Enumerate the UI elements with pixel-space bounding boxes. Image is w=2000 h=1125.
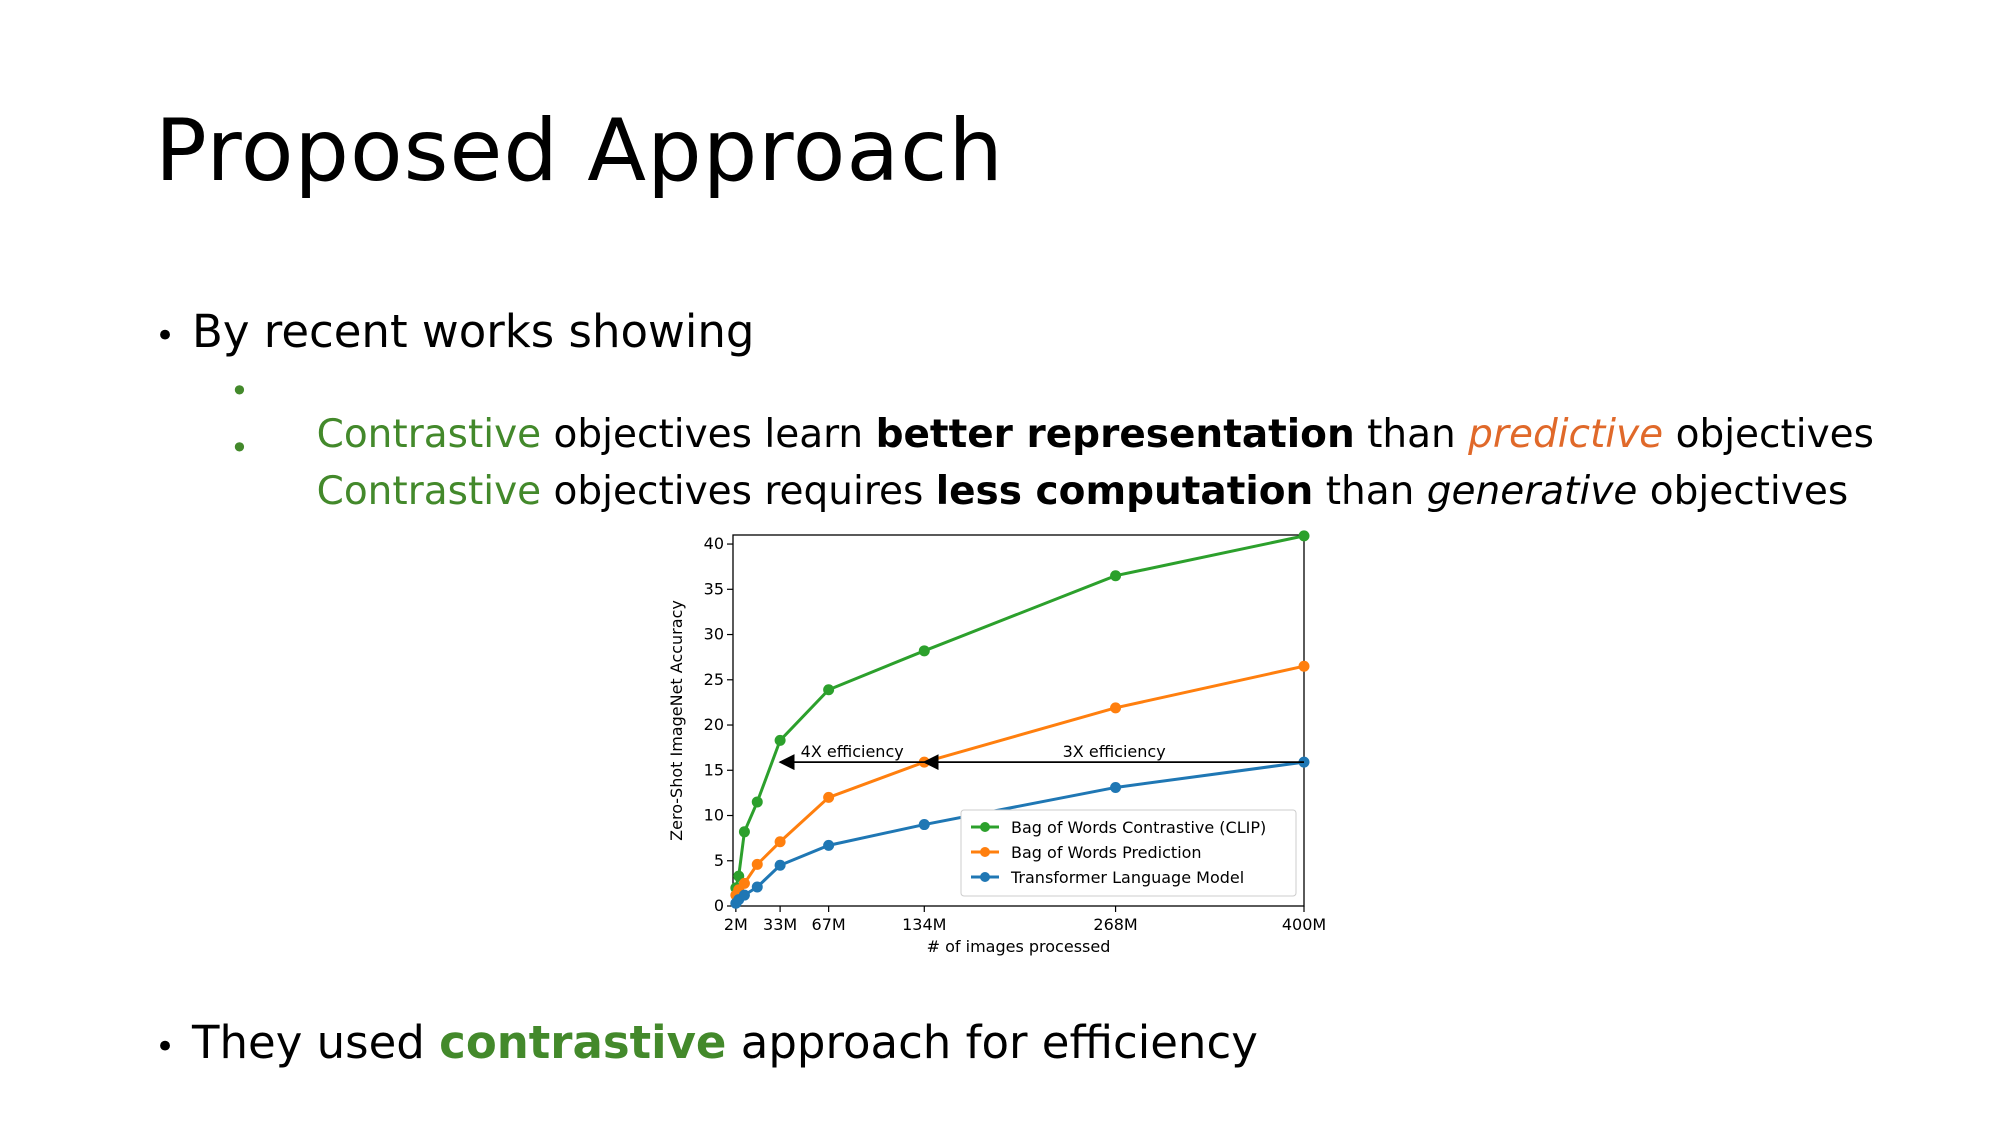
sub-text: than	[1354, 412, 1469, 457]
plot-frame	[732, 534, 1305, 907]
data-point	[1298, 660, 1310, 672]
efficiency-label: 4X efficiency	[801, 742, 904, 761]
data-point	[918, 819, 930, 831]
data-point	[918, 645, 930, 657]
x-tick-label: 67M	[812, 915, 846, 934]
data-point	[1110, 570, 1122, 582]
y-tick-label: 5	[714, 851, 724, 870]
data-point	[751, 881, 763, 893]
sub-bullet-computation: • Contrastive objectives requires less c…	[230, 424, 1848, 559]
data-point	[1110, 702, 1122, 714]
data-point	[738, 826, 750, 838]
data-point	[751, 858, 763, 870]
data-point	[738, 889, 750, 901]
x-tick-label: 134M	[902, 915, 946, 934]
x-tick-label: 400M	[1282, 915, 1326, 934]
generative-word: generative	[1426, 469, 1638, 514]
sub-text: than	[1313, 469, 1427, 514]
y-tick-label: 0	[714, 896, 724, 915]
emphasis-text: less computation	[935, 469, 1314, 514]
data-point	[823, 839, 835, 851]
x-axis-label: # of images processed	[927, 937, 1111, 956]
bullet-conclusion: • They used contrastive approach for eff…	[155, 1016, 1258, 1069]
data-point	[751, 796, 763, 808]
sub-bullet-dot: •	[230, 372, 249, 410]
data-point	[823, 684, 835, 696]
legend-entry: Transformer Language Model	[1010, 868, 1244, 887]
bullet-text: By recent works showing	[192, 305, 755, 358]
slide-title: Proposed Approach	[155, 101, 1004, 201]
data-point	[1298, 530, 1310, 542]
y-tick-label: 10	[704, 806, 724, 825]
data-point	[774, 859, 786, 871]
predictive-word: predictive	[1468, 412, 1664, 457]
emphasis-text: better representation	[875, 412, 1355, 457]
sub-bullet-representation: • Contrastive objectives learn better re…	[230, 367, 1874, 502]
y-tick-label: 35	[704, 579, 724, 598]
data-point	[823, 791, 835, 803]
contrastive-word: contrastive	[439, 1016, 727, 1069]
sub-bullet-dot: •	[230, 429, 249, 467]
y-tick-label: 15	[704, 760, 724, 779]
efficiency-label: 3X efficiency	[1063, 742, 1166, 761]
data-point	[774, 836, 786, 848]
sub-text: objectives learn	[541, 412, 876, 457]
sub-text: objectives	[1637, 469, 1849, 514]
y-tick-label: 20	[704, 715, 724, 734]
accuracy-chart: 0 5 10 15 20 25 30 35 40 2M 33M 67M 134M 268M 400M # of…	[667, 530, 1326, 956]
sub-text: objectives requires	[541, 469, 936, 514]
x-tick-label: 268M	[1093, 915, 1137, 934]
data-point	[1110, 781, 1122, 793]
legend-swatch-marker	[980, 822, 990, 832]
contrastive-word: Contrastive	[316, 469, 542, 514]
sub-text: objectives	[1663, 412, 1874, 457]
y-tick-label: 30	[704, 625, 724, 644]
legend-entry: Bag of Words Prediction	[1011, 843, 1202, 862]
bullet-text: They used	[192, 1016, 440, 1069]
data-point	[774, 734, 786, 746]
legend-entry: Bag of Words Contrastive (CLIP)	[1011, 818, 1266, 837]
legend-box	[960, 809, 1297, 897]
legend-swatch-marker	[980, 847, 990, 857]
x-tick-label: 2M	[724, 915, 748, 934]
y-axis-label: Zero-Shot ImageNet Accuracy	[667, 600, 686, 841]
contrastive-word: Contrastive	[316, 412, 542, 457]
bullet-text: approach for efficiency	[726, 1016, 1258, 1069]
x-tick-label: 33M	[763, 915, 797, 934]
y-tick-label: 25	[704, 670, 724, 689]
bullet-dot: •	[155, 1027, 176, 1067]
bullet-dot: •	[155, 316, 176, 356]
legend-swatch-marker	[980, 872, 990, 882]
data-point	[738, 877, 750, 889]
bullet-recent-works: • By recent works showing	[155, 305, 754, 358]
y-tick-label: 40	[704, 534, 724, 553]
